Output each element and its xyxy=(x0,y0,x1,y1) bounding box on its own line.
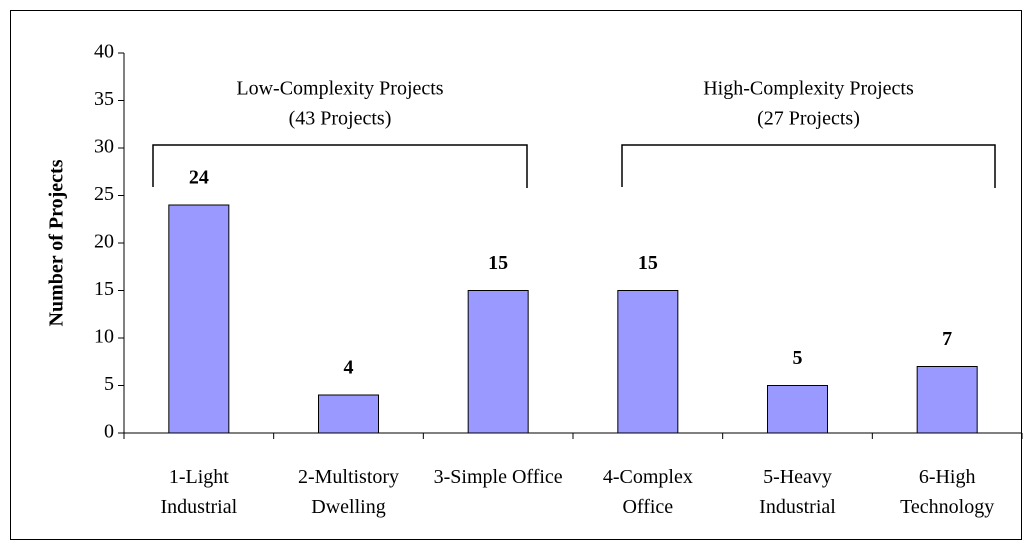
bar xyxy=(318,394,379,434)
y-tick-label: 5 xyxy=(104,373,114,395)
bar xyxy=(767,385,828,434)
y-tick-label: 40 xyxy=(94,41,114,63)
data-label: 4 xyxy=(344,357,354,379)
bar xyxy=(916,366,978,434)
bracket xyxy=(621,144,996,188)
data-label: 5 xyxy=(793,347,803,369)
data-label: 7 xyxy=(942,328,952,350)
data-label: 15 xyxy=(488,252,508,274)
y-tick-label: 10 xyxy=(94,326,114,348)
bracket xyxy=(152,144,528,188)
x-tick-label: 2-Multistory Dwelling xyxy=(297,466,400,518)
annotation-title: Low-Complexity Projects xyxy=(236,78,443,100)
y-tick-label: 0 xyxy=(104,421,114,443)
bar xyxy=(617,290,679,434)
x-tick-label: 5-Heavy Industrial xyxy=(759,466,836,518)
y-tick-label: 20 xyxy=(94,231,114,253)
x-tick-label: 4-Complex Office xyxy=(602,466,693,518)
y-tick-label: 25 xyxy=(94,183,114,205)
x-tick-label: 6-High Technology xyxy=(900,466,995,518)
x-tick-label: 3-Simple Office xyxy=(433,466,563,488)
y-tick-label: 15 xyxy=(94,278,114,300)
y-axis-label: Number of Projects xyxy=(46,159,68,326)
bar xyxy=(467,290,529,434)
annotation-subtitle: (43 Projects) xyxy=(289,108,392,130)
data-label: 24 xyxy=(189,167,209,189)
annotation-subtitle: (27 Projects) xyxy=(757,108,860,130)
y-tick-label: 35 xyxy=(94,88,114,110)
bar xyxy=(168,204,230,434)
x-tick-label: 1-Light Industrial xyxy=(160,466,238,518)
data-label: 15 xyxy=(638,252,658,274)
y-tick-label: 30 xyxy=(94,136,114,158)
annotation-title: High-Complexity Projects xyxy=(703,78,914,100)
